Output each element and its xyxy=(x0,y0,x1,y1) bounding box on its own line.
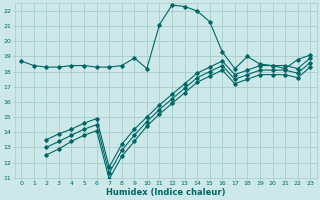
X-axis label: Humidex (Indice chaleur): Humidex (Indice chaleur) xyxy=(106,188,226,197)
